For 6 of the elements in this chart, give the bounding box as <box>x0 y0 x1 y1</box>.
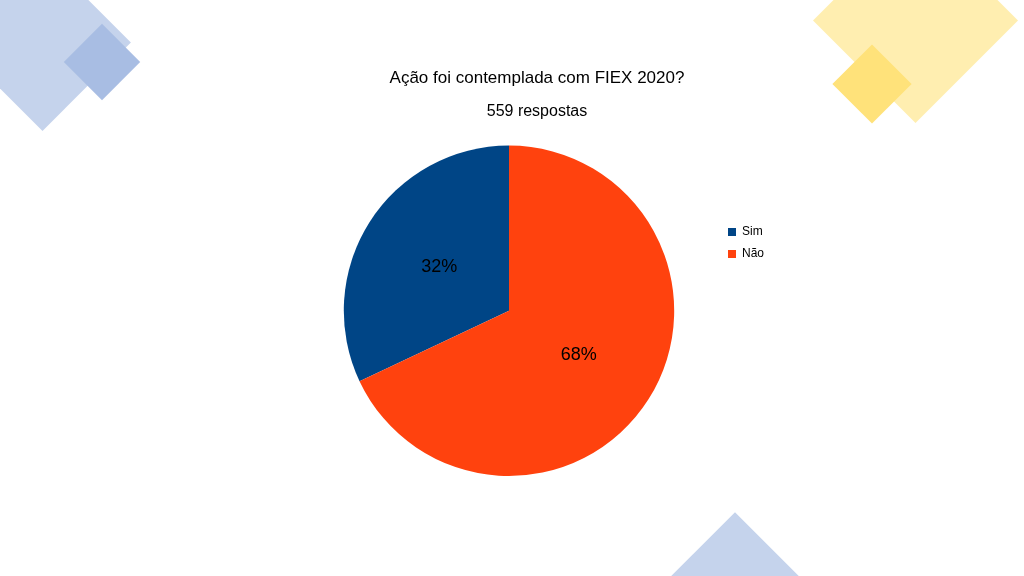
chart-subtitle: 559 respostas <box>486 102 588 120</box>
legend-label: Não <box>741 246 765 261</box>
chart-title: Ação foi contemplada com FIEX 2020? <box>389 67 685 87</box>
legend-label: Sim <box>741 224 763 239</box>
data-label: 32% <box>421 255 458 276</box>
data-label: 68% <box>560 344 597 365</box>
